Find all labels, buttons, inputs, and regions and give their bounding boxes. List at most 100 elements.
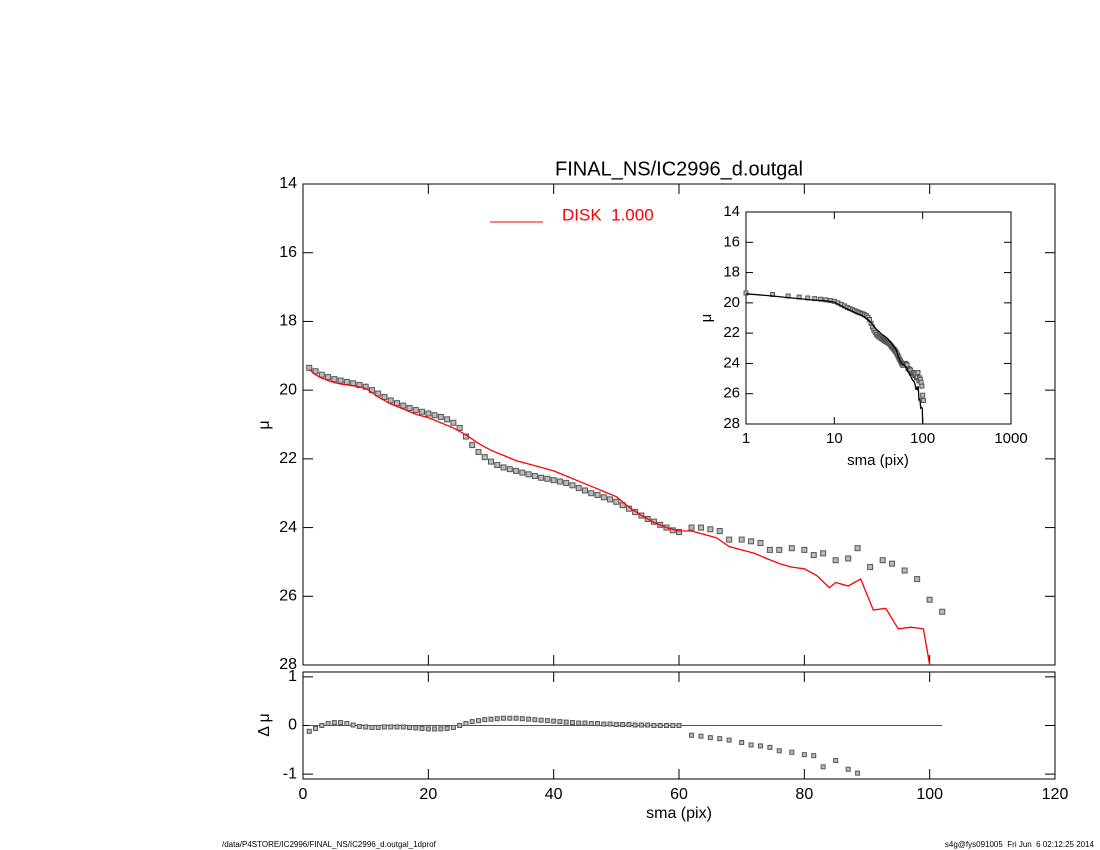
data-point bbox=[432, 726, 438, 732]
x-tick-label: 20 bbox=[419, 786, 437, 803]
data-point bbox=[526, 716, 532, 722]
data-point bbox=[726, 737, 732, 743]
y-tick-label: 22 bbox=[723, 324, 740, 341]
data-point bbox=[350, 722, 356, 728]
x-tick-label: 1 bbox=[742, 430, 750, 447]
data-point bbox=[657, 723, 663, 728]
data-point bbox=[569, 482, 576, 489]
data-point bbox=[766, 546, 773, 553]
data-point bbox=[607, 721, 613, 727]
data-point bbox=[488, 716, 494, 722]
data-point bbox=[919, 383, 925, 389]
data-point bbox=[855, 770, 861, 776]
data-point bbox=[381, 724, 387, 730]
data-point bbox=[481, 454, 488, 461]
data-point bbox=[425, 726, 431, 732]
data-point bbox=[811, 753, 817, 759]
data-point bbox=[337, 377, 344, 384]
y-tick-label: 28 bbox=[723, 415, 740, 432]
x-tick-label: 100 bbox=[910, 430, 935, 447]
data-point bbox=[406, 405, 413, 412]
data-point bbox=[507, 715, 513, 721]
y-tick-label: 16 bbox=[279, 244, 297, 261]
y-tick-label: 20 bbox=[279, 381, 297, 398]
y-tick-label: 0 bbox=[288, 717, 297, 734]
data-point bbox=[444, 725, 450, 731]
data-point bbox=[344, 721, 350, 727]
data-point bbox=[748, 742, 754, 748]
data-point bbox=[563, 479, 570, 486]
data-point bbox=[394, 400, 400, 407]
data-point bbox=[407, 724, 413, 730]
data-point bbox=[431, 412, 438, 419]
data-point bbox=[663, 723, 669, 728]
data-point bbox=[801, 752, 807, 758]
data-point bbox=[482, 717, 488, 723]
data-point bbox=[369, 724, 375, 730]
data-point bbox=[519, 469, 526, 476]
x-tick-label: 40 bbox=[545, 786, 563, 803]
data-point bbox=[717, 736, 723, 742]
y-axis-label: Δ μ bbox=[256, 713, 273, 736]
data-point bbox=[469, 442, 476, 449]
data-point bbox=[832, 557, 839, 564]
data-point bbox=[343, 378, 350, 385]
data-point bbox=[538, 717, 544, 723]
data-point bbox=[532, 717, 538, 723]
data-point bbox=[676, 529, 682, 536]
data-point bbox=[412, 407, 419, 414]
data-point bbox=[920, 398, 926, 404]
data-point bbox=[619, 502, 626, 509]
data-point bbox=[425, 410, 432, 417]
x-tick-label: 80 bbox=[795, 786, 813, 803]
data-point bbox=[582, 720, 588, 726]
data-point bbox=[757, 743, 763, 749]
data-point bbox=[325, 721, 331, 727]
data-point bbox=[563, 719, 569, 725]
data-point bbox=[513, 715, 519, 721]
y-tick-label: 1 bbox=[288, 668, 297, 685]
data-point bbox=[494, 716, 500, 722]
data-point bbox=[920, 392, 926, 398]
data-point bbox=[801, 546, 808, 553]
data-point bbox=[776, 546, 783, 553]
data-point bbox=[743, 290, 749, 296]
model-line bbox=[308, 369, 931, 666]
data-point bbox=[726, 536, 733, 543]
data-point bbox=[845, 766, 851, 772]
data-point bbox=[670, 723, 676, 728]
data-point bbox=[531, 473, 538, 480]
data-point bbox=[356, 723, 362, 729]
data-point bbox=[901, 567, 908, 574]
data-point bbox=[331, 720, 337, 726]
y-tick-label: 22 bbox=[279, 450, 297, 467]
footer-right: s4g@fys091005 Fri Jun 6 02:12:25 2014 bbox=[945, 840, 1095, 849]
plot-frame bbox=[745, 211, 1012, 425]
x-tick-label: 1000 bbox=[994, 430, 1027, 447]
data-point bbox=[306, 728, 312, 734]
data-point bbox=[575, 485, 582, 492]
data-point bbox=[381, 394, 388, 401]
data-point bbox=[748, 538, 755, 545]
data-point bbox=[457, 723, 463, 728]
data-point bbox=[600, 494, 607, 501]
data-point bbox=[632, 509, 639, 516]
data-point bbox=[820, 550, 827, 557]
data-point bbox=[757, 540, 764, 547]
y-axis-label: μ bbox=[256, 420, 273, 429]
data-point bbox=[544, 475, 551, 482]
data-point bbox=[716, 528, 723, 535]
data-point bbox=[820, 764, 826, 770]
data-point bbox=[557, 719, 563, 725]
data-point bbox=[506, 466, 513, 473]
data-point bbox=[413, 725, 419, 731]
data-point bbox=[645, 722, 651, 728]
data-point bbox=[463, 721, 469, 727]
data-point bbox=[444, 416, 451, 423]
data-point bbox=[632, 722, 638, 728]
data-point bbox=[739, 740, 745, 746]
data-point bbox=[551, 718, 557, 724]
data-point bbox=[939, 608, 946, 615]
